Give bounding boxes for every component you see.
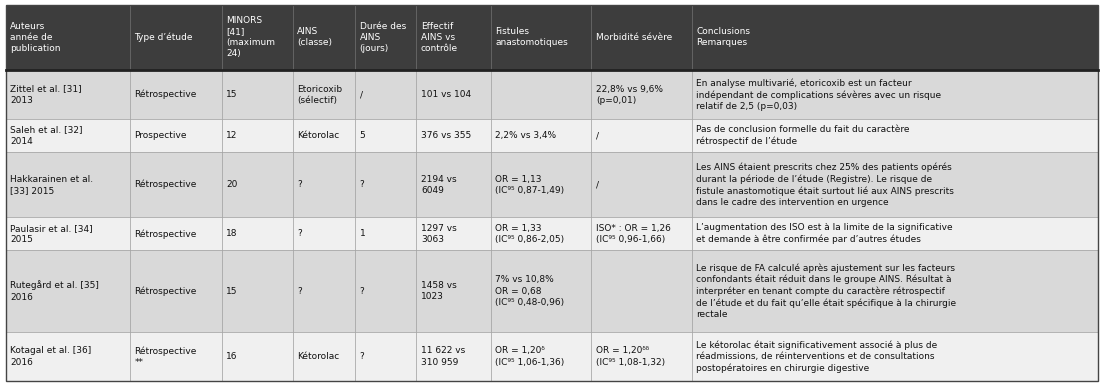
Text: Prospective: Prospective bbox=[135, 131, 187, 140]
Bar bbox=[592, 70, 692, 119]
Bar bbox=[293, 218, 355, 250]
Bar bbox=[6, 119, 130, 152]
Text: Type d’étude: Type d’étude bbox=[135, 33, 193, 42]
Bar bbox=[6, 218, 130, 250]
Text: AINS
(classe): AINS (classe) bbox=[297, 27, 332, 47]
Bar bbox=[293, 250, 355, 332]
Bar bbox=[293, 152, 355, 218]
Bar bbox=[6, 250, 130, 332]
Bar bbox=[592, 5, 692, 70]
Bar bbox=[6, 152, 130, 218]
Bar bbox=[592, 332, 692, 381]
Bar bbox=[592, 218, 692, 250]
Bar bbox=[692, 70, 1098, 119]
Text: Rétrospective: Rétrospective bbox=[135, 90, 197, 99]
Text: ISO* : OR = 1,26
(IC⁹⁵ 0,96-1,66): ISO* : OR = 1,26 (IC⁹⁵ 0,96-1,66) bbox=[596, 224, 670, 244]
Bar bbox=[491, 5, 592, 70]
Text: Rétrospective: Rétrospective bbox=[135, 286, 197, 296]
Bar bbox=[222, 218, 293, 250]
Bar bbox=[222, 250, 293, 332]
Text: 1297 vs
3063: 1297 vs 3063 bbox=[421, 224, 457, 244]
Text: 20: 20 bbox=[226, 180, 237, 189]
Bar bbox=[355, 218, 416, 250]
Text: 5: 5 bbox=[360, 131, 365, 140]
Bar bbox=[222, 152, 293, 218]
Text: Le kétorolac était significativement associé à plus de
réadmissions, de réinterv: Le kétorolac était significativement ass… bbox=[697, 340, 937, 373]
Text: Conclusions
Remarques: Conclusions Remarques bbox=[697, 27, 751, 47]
Text: Zittel et al. [31]
2013: Zittel et al. [31] 2013 bbox=[10, 85, 82, 105]
Bar bbox=[222, 332, 293, 381]
Text: Hakkarainen et al.
[33] 2015: Hakkarainen et al. [33] 2015 bbox=[10, 175, 93, 195]
Text: 376 vs 355: 376 vs 355 bbox=[421, 131, 471, 140]
Text: En analyse multivarié, etoricoxib est un facteur
indépendant de complications sé: En analyse multivarié, etoricoxib est un… bbox=[697, 79, 942, 111]
Bar bbox=[222, 5, 293, 70]
Bar bbox=[692, 152, 1098, 218]
Text: OR = 1,20ᵟᵟ
(IC⁹⁵ 1,08-1,32): OR = 1,20ᵟᵟ (IC⁹⁵ 1,08-1,32) bbox=[596, 347, 665, 367]
Bar bbox=[6, 332, 130, 381]
Text: ?: ? bbox=[360, 180, 364, 189]
Text: ?: ? bbox=[297, 229, 302, 238]
Text: 2,2% vs 3,4%: 2,2% vs 3,4% bbox=[496, 131, 556, 140]
Text: Le risque de FA calculé après ajustement sur les facteurs
confondants était rédu: Le risque de FA calculé après ajustement… bbox=[697, 263, 956, 319]
Bar bbox=[416, 119, 491, 152]
Text: 22,8% vs 9,6%
(p=0,01): 22,8% vs 9,6% (p=0,01) bbox=[596, 85, 662, 105]
Bar bbox=[416, 152, 491, 218]
Text: Paulasir et al. [34]
2015: Paulasir et al. [34] 2015 bbox=[10, 224, 93, 244]
Bar bbox=[416, 70, 491, 119]
Bar bbox=[6, 70, 130, 119]
Bar bbox=[355, 5, 416, 70]
Text: Morbidité sévère: Morbidité sévère bbox=[596, 33, 672, 42]
Bar bbox=[491, 218, 592, 250]
Bar bbox=[293, 119, 355, 152]
Bar bbox=[491, 70, 592, 119]
Text: Etoricoxib
(sélectif): Etoricoxib (sélectif) bbox=[297, 85, 342, 105]
Text: 18: 18 bbox=[226, 229, 237, 238]
Bar bbox=[491, 119, 592, 152]
Text: 101 vs 104: 101 vs 104 bbox=[421, 90, 471, 99]
Bar bbox=[130, 5, 222, 70]
Text: Rétrospective: Rétrospective bbox=[135, 180, 197, 190]
Text: ?: ? bbox=[360, 352, 364, 361]
Text: OR = 1,13
(IC⁹⁵ 0,87-1,49): OR = 1,13 (IC⁹⁵ 0,87-1,49) bbox=[496, 175, 564, 195]
Bar bbox=[6, 5, 130, 70]
Bar bbox=[692, 250, 1098, 332]
Bar bbox=[222, 119, 293, 152]
Text: 12: 12 bbox=[226, 131, 237, 140]
Bar bbox=[355, 332, 416, 381]
Bar bbox=[130, 218, 222, 250]
Bar bbox=[130, 250, 222, 332]
Bar bbox=[130, 332, 222, 381]
Bar bbox=[130, 70, 222, 119]
Bar bbox=[692, 5, 1098, 70]
Text: 15: 15 bbox=[226, 90, 237, 99]
Text: OR = 1,20ᵟ
(IC⁹⁵ 1,06-1,36): OR = 1,20ᵟ (IC⁹⁵ 1,06-1,36) bbox=[496, 347, 564, 367]
Text: /: / bbox=[596, 131, 598, 140]
Bar bbox=[491, 250, 592, 332]
Text: 7% vs 10,8%
OR = 0,68
(IC⁹⁵ 0,48-0,96): 7% vs 10,8% OR = 0,68 (IC⁹⁵ 0,48-0,96) bbox=[496, 275, 564, 307]
Bar bbox=[692, 218, 1098, 250]
Bar bbox=[293, 332, 355, 381]
Bar bbox=[355, 119, 416, 152]
Text: L’augmentation des ISO est à la limite de la significative
et demande à être con: L’augmentation des ISO est à la limite d… bbox=[697, 223, 953, 244]
Text: OR = 1,33
(IC⁹⁵ 0,86-2,05): OR = 1,33 (IC⁹⁵ 0,86-2,05) bbox=[496, 224, 564, 244]
Text: ?: ? bbox=[297, 286, 302, 296]
Text: Rutegård et al. [35]
2016: Rutegård et al. [35] 2016 bbox=[10, 281, 99, 301]
Bar bbox=[222, 70, 293, 119]
Text: Auteurs
année de
publication: Auteurs année de publication bbox=[10, 22, 61, 53]
Text: /: / bbox=[596, 180, 598, 189]
Bar bbox=[416, 5, 491, 70]
Text: 1458 vs
1023: 1458 vs 1023 bbox=[421, 281, 457, 301]
Text: ?: ? bbox=[297, 180, 302, 189]
Text: Effectif
AINS vs
contrôle: Effectif AINS vs contrôle bbox=[421, 22, 458, 53]
Text: Kétorolac: Kétorolac bbox=[297, 352, 340, 361]
Bar bbox=[355, 70, 416, 119]
Text: Durée des
AINS
(jours): Durée des AINS (jours) bbox=[360, 22, 406, 53]
Bar bbox=[416, 332, 491, 381]
Text: /: / bbox=[360, 90, 363, 99]
Text: Les AINS étaient prescrits chez 25% des patients opérés
durant la période de l’é: Les AINS étaient prescrits chez 25% des … bbox=[697, 163, 954, 207]
Bar bbox=[592, 119, 692, 152]
Text: ?: ? bbox=[360, 286, 364, 296]
Bar bbox=[416, 218, 491, 250]
Bar bbox=[293, 5, 355, 70]
Bar bbox=[491, 152, 592, 218]
